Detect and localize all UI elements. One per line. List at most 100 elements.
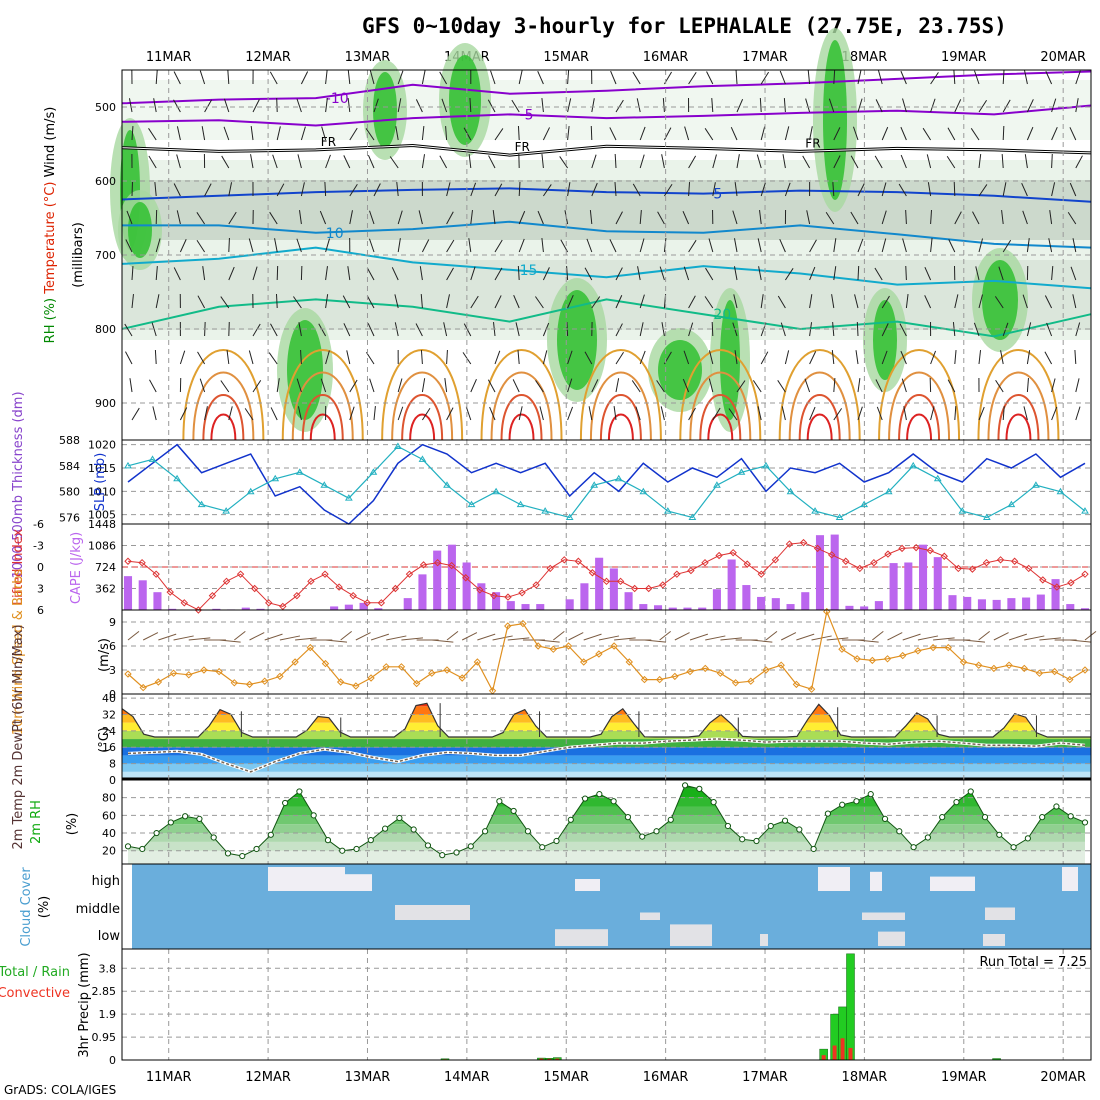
temp-line bbox=[121, 702, 1091, 738]
wind-barb bbox=[325, 350, 330, 365]
wind-barb bbox=[857, 265, 860, 281]
wind-barb bbox=[902, 238, 907, 253]
freezing-level-inner bbox=[121, 144, 1092, 156]
wind-barb bbox=[204, 99, 212, 113]
warm-dome-contour bbox=[778, 349, 861, 441]
temp-tick-label: 24 bbox=[102, 725, 116, 738]
rh-point bbox=[553, 837, 560, 845]
wind-barb bbox=[978, 294, 983, 309]
wind-barb bbox=[537, 71, 544, 85]
thickness-point bbox=[713, 481, 721, 488]
wind-barb bbox=[566, 266, 569, 281]
bottom-date-label: 14MAR bbox=[444, 1070, 490, 1085]
lifted-index-point bbox=[982, 558, 991, 567]
wind-speed-point bbox=[747, 677, 755, 685]
cape-bar bbox=[1007, 598, 1016, 610]
wind-barb bbox=[228, 211, 237, 225]
rh-point bbox=[581, 795, 589, 802]
rh-point bbox=[881, 815, 889, 823]
cloud-cell bbox=[640, 912, 660, 920]
rh-point bbox=[824, 810, 831, 817]
lifted-index-point bbox=[701, 558, 709, 567]
cape-bar bbox=[1066, 604, 1075, 610]
wind-barb bbox=[831, 350, 835, 365]
thickness-point bbox=[811, 507, 819, 514]
wind-barb bbox=[688, 407, 696, 421]
wind-barb bbox=[220, 296, 230, 309]
wind-barb bbox=[512, 379, 520, 393]
wind-barb bbox=[444, 378, 448, 393]
rh-point bbox=[939, 814, 946, 821]
wind-barb bbox=[1075, 378, 1080, 393]
wind-barb bbox=[446, 267, 454, 281]
wind-speed-point bbox=[564, 642, 573, 650]
cloud-cell bbox=[268, 867, 345, 891]
wind-barb bbox=[881, 350, 888, 365]
wind-speed-point bbox=[959, 658, 968, 666]
wind-barb bbox=[196, 239, 206, 253]
wind-barb bbox=[833, 408, 843, 421]
wind-barb bbox=[632, 71, 641, 85]
warm-dome-contour bbox=[798, 394, 841, 441]
thickness-point bbox=[835, 513, 844, 521]
lifted-index-point bbox=[462, 574, 470, 582]
wind-speed-point bbox=[1066, 675, 1074, 684]
cape-bar bbox=[992, 599, 1001, 610]
isotherm-label: 15 bbox=[520, 263, 538, 279]
wind-barb bbox=[682, 378, 690, 393]
rh-point bbox=[996, 831, 1003, 838]
temp-band bbox=[122, 755, 1091, 764]
rh-point bbox=[253, 845, 260, 853]
wind-barb bbox=[421, 126, 425, 141]
rh-point bbox=[510, 807, 517, 815]
cape-bar bbox=[830, 534, 839, 610]
wind-barb bbox=[197, 295, 206, 309]
surface-wind-barb bbox=[264, 633, 283, 641]
wind-barb bbox=[1069, 127, 1077, 141]
wind-barb bbox=[204, 183, 212, 197]
wind-barb bbox=[469, 97, 472, 113]
wind-barb bbox=[204, 406, 208, 421]
surface-wind-barb bbox=[1039, 637, 1061, 641]
wind-barb bbox=[325, 266, 328, 281]
warm-dome-contour bbox=[508, 413, 535, 441]
temp-band bbox=[122, 722, 1091, 731]
rh-point bbox=[796, 826, 803, 833]
wind-barb bbox=[757, 406, 762, 421]
thickness-point bbox=[320, 481, 329, 488]
warm-dome-contour bbox=[1005, 413, 1032, 441]
wind-barb bbox=[515, 322, 520, 337]
precip-convective-bar bbox=[840, 1038, 845, 1060]
moist-core bbox=[982, 260, 1018, 340]
wind-barb bbox=[269, 211, 278, 225]
wind-barb bbox=[759, 210, 762, 225]
lifted-index-point bbox=[785, 540, 794, 548]
wind-speed-point bbox=[701, 664, 709, 673]
bottom-date-label: 17MAR bbox=[742, 1070, 788, 1085]
thickness-point bbox=[1056, 487, 1065, 495]
wind-10m-panel: 0 3 6 9 bbox=[109, 607, 1097, 701]
wind-speed-point bbox=[139, 683, 147, 692]
cape-bar bbox=[536, 604, 545, 610]
rh-point bbox=[753, 837, 760, 845]
surface-wind-barb bbox=[872, 630, 884, 641]
lifted-index-point bbox=[335, 583, 343, 591]
lifted-index-point bbox=[433, 558, 442, 567]
wind-barb bbox=[657, 211, 665, 225]
bottom-date-label: 18MAR bbox=[842, 1070, 888, 1085]
wind-barb bbox=[518, 406, 523, 421]
isotherm-label: 20 bbox=[713, 307, 731, 323]
wind-barb bbox=[489, 406, 496, 421]
wind-barb bbox=[704, 296, 714, 309]
wind-barb bbox=[542, 322, 550, 337]
rh-point bbox=[196, 815, 203, 823]
rh-band bbox=[128, 788, 1085, 798]
cape-bar bbox=[639, 604, 648, 610]
warm-dome-contour bbox=[599, 394, 642, 441]
rh-point bbox=[524, 828, 532, 835]
wind-barb bbox=[631, 380, 641, 393]
wind-barb bbox=[881, 210, 887, 225]
wind-barb bbox=[275, 293, 278, 309]
lifted-index-point bbox=[307, 577, 315, 586]
rh-point bbox=[424, 842, 432, 849]
